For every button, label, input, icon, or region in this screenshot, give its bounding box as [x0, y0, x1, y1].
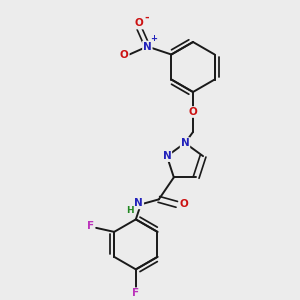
- Text: O: O: [189, 107, 197, 117]
- Text: N: N: [181, 138, 189, 148]
- Text: O: O: [120, 50, 129, 59]
- Text: N: N: [143, 41, 152, 52]
- Text: N: N: [163, 151, 171, 161]
- Text: O: O: [135, 19, 144, 28]
- Text: F: F: [87, 221, 94, 231]
- Text: F: F: [132, 288, 140, 298]
- Text: H: H: [126, 206, 134, 215]
- Text: N: N: [134, 198, 143, 208]
- Text: +: +: [150, 34, 157, 43]
- Text: -: -: [144, 13, 149, 22]
- Text: O: O: [179, 200, 188, 209]
